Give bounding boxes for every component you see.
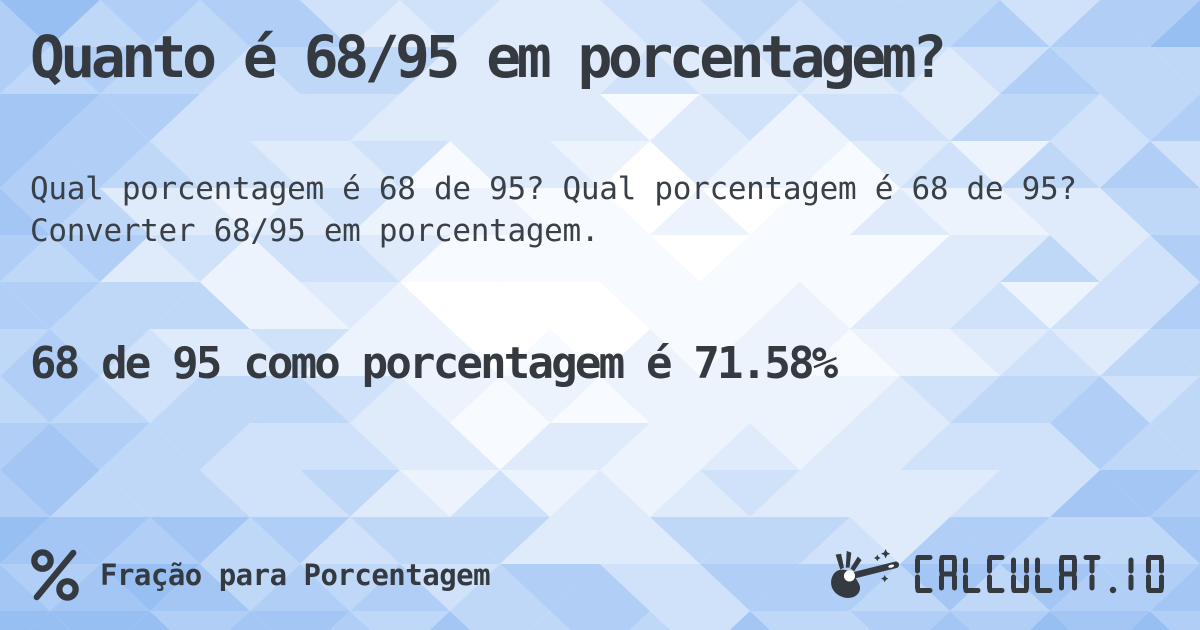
footer: Fração para Porcentagem	[30, 544, 1170, 606]
page-description: Qual porcentagem é 68 de 95? Qual porcen…	[30, 171, 1077, 250]
category-label: Fração para Porcentagem	[100, 558, 491, 592]
page-title: Quanto é 68/95 em porcentagem?	[30, 23, 947, 91]
percent-icon	[31, 549, 79, 601]
category: Fração para Porcentagem	[30, 547, 491, 603]
calculatio-logo[interactable]	[818, 547, 1170, 603]
logo-text	[915, 555, 1164, 594]
answer-text: 68 de 95 como porcentagem é 71.58%	[30, 338, 838, 389]
magic-wand-hand-icon	[831, 549, 900, 598]
